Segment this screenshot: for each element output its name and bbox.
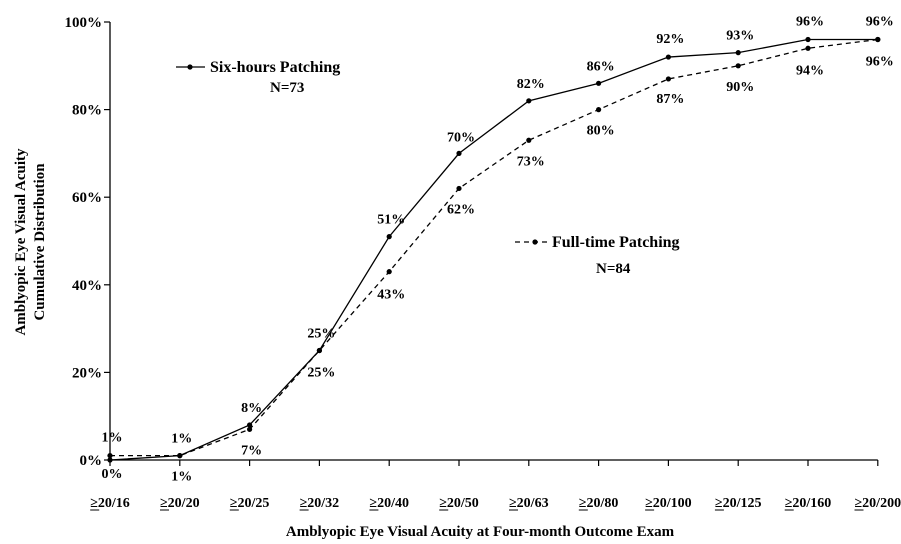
six-hours-point: [805, 36, 811, 43]
x-tick-label: ≥20/200: [855, 496, 901, 511]
full-time-data-label: 87%: [656, 92, 684, 107]
x-tick-label: ≥20/100: [645, 496, 692, 511]
six-hours-point: [596, 80, 602, 86]
x-tick-label: ≥20/80: [579, 496, 619, 511]
legend-six-hours-n: N=73: [270, 80, 304, 96]
full-time-point: [386, 269, 392, 275]
full-time-data-label: 90%: [726, 80, 754, 95]
series-lines: [107, 36, 881, 463]
six-hours-data-label: 70%: [447, 130, 475, 145]
data-labels: 1% 1% 8% 25% 51% 70% 82% 86% 92% 93% 96% 96% 0% 1% 7% 2…: [102, 15, 894, 485]
full-time-point: [805, 45, 811, 51]
x-tick-label: ≥20/50: [439, 496, 479, 511]
six-hours-data-label: 51%: [377, 213, 405, 228]
legend-full-time-n: N=84: [596, 261, 631, 277]
full-time-data-label: 43%: [377, 288, 405, 303]
y-axis-title-line1: Amblyopic Eye Visual Acuity: [13, 148, 29, 336]
six-hours-series-line: [109, 38, 878, 461]
axes: [109, 22, 878, 461]
six-hours-point: [247, 422, 253, 428]
full-time-data-label: 62%: [447, 202, 475, 217]
y-tick-label: 80%: [72, 103, 102, 119]
y-axis-title-line2: Cumulative Distribution: [32, 163, 48, 321]
six-hours-data-label: 96%: [796, 15, 824, 30]
full-time-data-label: 80%: [587, 124, 615, 139]
x-tick-label: ≥20/25: [230, 496, 270, 511]
full-time-point: [596, 107, 602, 113]
full-time-data-label: 7%: [241, 443, 262, 458]
x-tick-label: ≥20/16: [90, 496, 130, 511]
full-time-point: [107, 453, 113, 459]
legend-full-time-marker: [532, 239, 538, 245]
legend-six-hours-label: Six-hours Patching: [210, 59, 340, 76]
legend-full-time-label: Full-time Patching: [552, 234, 680, 251]
full-time-point: [316, 347, 322, 354]
full-time-data-label: 25%: [307, 366, 335, 381]
six-hours-data-label: 96%: [866, 15, 894, 30]
six-hours-point: [735, 50, 741, 56]
full-time-point: [247, 426, 253, 432]
x-tick-label: ≥20/63: [509, 496, 549, 511]
x-axis-title: Amblyopic Eye Visual Acuity at Four-mont…: [286, 524, 675, 540]
six-hours-point: [107, 457, 113, 463]
full-time-data-label: 1%: [171, 470, 192, 485]
y-axis-ticks: 0% 20% 40% 60% 80% 100%: [65, 15, 110, 469]
x-tick-label: ≥20/125: [715, 496, 762, 511]
x-tick-label: ≥20/160: [785, 496, 832, 511]
x-tick-label: ≥20/32: [300, 496, 340, 511]
full-time-point: [875, 36, 881, 43]
full-time-data-label: 73%: [517, 154, 545, 169]
six-hours-data-label: 25%: [307, 327, 335, 342]
six-hours-data-label: 1%: [171, 432, 192, 447]
legend-six-hours: Six-hours Patching N=73: [176, 59, 340, 96]
y-tick-label: 20%: [72, 365, 102, 381]
y-tick-label: 0%: [80, 453, 103, 469]
six-hours-data-label: 82%: [517, 77, 545, 92]
six-hours-point: [386, 234, 392, 240]
six-hours-point: [526, 98, 532, 104]
y-tick-label: 100%: [65, 15, 103, 31]
y-tick-label: 40%: [72, 278, 102, 294]
full-time-data-label: 96%: [866, 55, 894, 70]
full-time-data-label: 1%: [102, 431, 123, 446]
legend-six-hours-marker: [187, 64, 193, 70]
y-tick-label: 60%: [72, 190, 102, 206]
six-hours-data-label: 0%: [102, 467, 123, 482]
full-time-data-label: 94%: [796, 63, 824, 78]
full-time-point: [665, 76, 672, 82]
full-time-point: [526, 137, 532, 143]
x-tick-label: ≥20/20: [160, 496, 200, 511]
legend-full-time: Full-time Patching N=84: [515, 234, 680, 277]
x-axis-ticks: ≥20/16 ≥20/20 ≥20/25 ≥20/32 ≥20/40 ≥20/50 ≥20/…: [90, 460, 901, 511]
full-time-point: [177, 453, 183, 459]
six-hours-point: [456, 150, 462, 156]
six-hours-data-label: 8%: [241, 401, 262, 416]
six-hours-point: [665, 54, 672, 60]
six-hours-data-label: 93%: [726, 29, 754, 44]
six-hours-data-label: 86%: [587, 59, 615, 74]
six-hours-data-label: 92%: [656, 32, 684, 47]
full-time-point: [735, 63, 741, 69]
full-time-series-line: [110, 38, 878, 457]
full-time-point: [456, 185, 462, 192]
x-tick-label: ≥20/40: [369, 496, 409, 511]
